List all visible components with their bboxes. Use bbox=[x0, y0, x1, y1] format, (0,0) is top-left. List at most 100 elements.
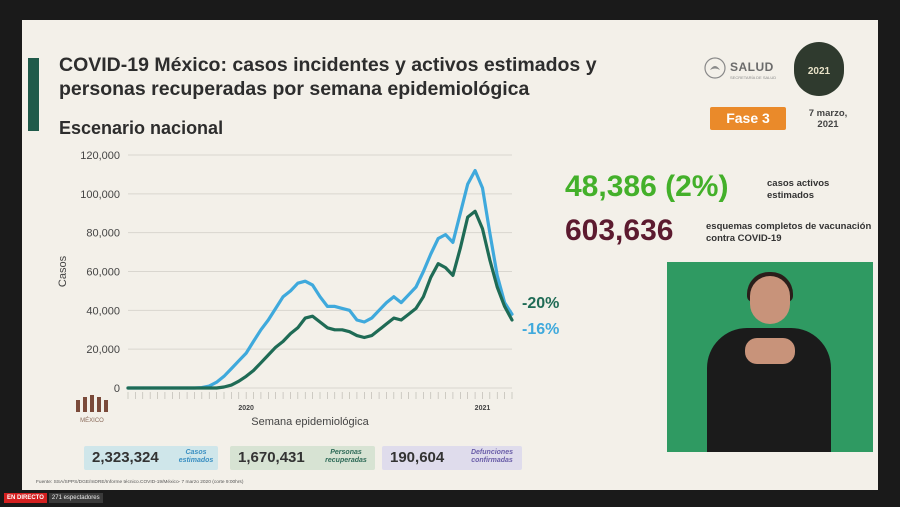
slide-subtitle: Escenario nacional bbox=[59, 118, 224, 138]
data-point bbox=[459, 247, 462, 249]
vaccination-label: esquemas completos de vacunación contra … bbox=[706, 221, 872, 244]
summary-box-cases: 2,323,324 Casos estimados bbox=[84, 446, 218, 470]
cases-line-chart: 0 20,000 40,000 60,000 80,000 100,000 120,000 C… bbox=[57, 150, 559, 428]
data-point bbox=[252, 340, 255, 343]
live-badge: EN DIRECTO bbox=[4, 493, 47, 503]
salud-sublabel: SECRETARÍA DE SALUD bbox=[730, 75, 777, 80]
data-point bbox=[178, 387, 181, 389]
data-point bbox=[245, 375, 247, 378]
data-point bbox=[341, 328, 343, 331]
data-point bbox=[437, 262, 439, 265]
vaccination-value: 603,636 bbox=[565, 214, 674, 247]
data-point bbox=[429, 276, 432, 279]
data-point bbox=[326, 305, 329, 308]
data-point bbox=[444, 233, 447, 236]
data-point bbox=[370, 317, 373, 319]
data-point bbox=[415, 286, 417, 288]
data-point bbox=[297, 282, 299, 284]
data-point bbox=[260, 328, 262, 331]
data-point bbox=[400, 319, 403, 321]
mexico-logo-text: MÉXICO bbox=[80, 417, 104, 424]
summary-value: 2,323,324 bbox=[92, 449, 159, 466]
data-point bbox=[230, 367, 233, 370]
slide: COVID-19 México: casos incidentes y acti… bbox=[22, 20, 878, 490]
data-point bbox=[186, 387, 188, 389]
data-point bbox=[267, 354, 270, 356]
data-point bbox=[193, 387, 196, 389]
data-point bbox=[215, 387, 218, 389]
data-point bbox=[452, 274, 454, 277]
salud-label: SALUD bbox=[730, 60, 774, 74]
data-point bbox=[481, 187, 484, 189]
data-point bbox=[466, 216, 469, 218]
data-point bbox=[363, 336, 366, 339]
report-date: 7 marzo, 2021 bbox=[808, 108, 848, 130]
source-note: Fuente: SSA/SPPS/DGE/InDRE/Informe técni… bbox=[36, 480, 244, 485]
data-point bbox=[230, 384, 233, 386]
y-tick-label: 80,000 bbox=[86, 228, 120, 240]
data-point bbox=[289, 290, 292, 292]
data-point bbox=[348, 309, 351, 312]
series-change-annotation: -16% bbox=[522, 321, 559, 338]
summary-label: Casos estimados bbox=[178, 449, 214, 464]
data-point bbox=[385, 323, 388, 325]
data-point bbox=[260, 361, 262, 364]
data-point bbox=[400, 301, 403, 304]
data-point bbox=[459, 212, 462, 215]
data-point bbox=[356, 334, 358, 337]
data-point bbox=[164, 387, 166, 389]
data-point bbox=[134, 387, 137, 389]
data-point bbox=[304, 317, 307, 319]
data-point bbox=[237, 360, 240, 362]
live-status: EN DIRECTO 271 espectadores bbox=[4, 493, 103, 503]
data-point bbox=[511, 313, 513, 316]
data-point bbox=[245, 352, 247, 354]
y-tick-label: 120,000 bbox=[80, 150, 120, 162]
data-point bbox=[437, 237, 439, 240]
y-tick-label: 100,000 bbox=[80, 189, 120, 201]
data-point bbox=[407, 294, 410, 296]
x-axis-label: Semana epidemiológica bbox=[251, 416, 369, 428]
mexico-monument-icon: MÉXICO bbox=[76, 395, 108, 424]
data-point bbox=[496, 274, 499, 277]
data-point bbox=[385, 301, 388, 304]
data-point bbox=[429, 253, 432, 255]
eagle-emblem-icon bbox=[704, 57, 726, 79]
active-cases-value: 48,386 (2%) bbox=[565, 170, 729, 203]
y-tick-label: 40,000 bbox=[86, 305, 120, 317]
data-point bbox=[201, 387, 203, 389]
data-point bbox=[378, 328, 380, 331]
y-tick-label: 60,000 bbox=[86, 267, 120, 279]
data-point bbox=[282, 295, 284, 298]
interpreter-hands bbox=[745, 338, 795, 364]
summary-value: 190,604 bbox=[390, 449, 445, 466]
data-point bbox=[215, 381, 218, 383]
y-tick-label: 0 bbox=[114, 383, 120, 395]
data-point bbox=[348, 330, 351, 333]
data-point bbox=[311, 315, 314, 317]
data-point bbox=[252, 369, 255, 372]
data-point bbox=[511, 319, 513, 321]
year-label-2021: 2021 bbox=[475, 405, 491, 412]
salud-logo: SALUD SECRETARÍA DE SALUD bbox=[704, 57, 784, 87]
year-label-2020: 2020 bbox=[238, 405, 254, 412]
data-point bbox=[282, 340, 284, 343]
summary-label: Defunciones confirmadas bbox=[470, 449, 513, 464]
data-point bbox=[393, 317, 395, 319]
slide-title: COVID-19 México: casos incidentes y acti… bbox=[59, 54, 597, 100]
mexico-logo: MÉXICO bbox=[72, 390, 112, 426]
data-point bbox=[466, 183, 469, 185]
summary-box-deaths: 190,604 Defunciones confirmadas bbox=[382, 446, 522, 470]
data-point bbox=[149, 387, 151, 389]
series-change-annotation: -20% bbox=[522, 295, 559, 312]
data-point bbox=[444, 266, 447, 269]
data-point bbox=[378, 309, 380, 312]
data-point bbox=[326, 327, 329, 329]
data-point bbox=[489, 231, 491, 234]
data-point bbox=[311, 284, 314, 286]
data-point bbox=[274, 307, 277, 310]
title-accent-bar bbox=[28, 58, 39, 131]
data-point bbox=[474, 169, 476, 172]
data-point bbox=[415, 307, 417, 310]
summary-label: Personas recuperadas bbox=[325, 449, 367, 464]
